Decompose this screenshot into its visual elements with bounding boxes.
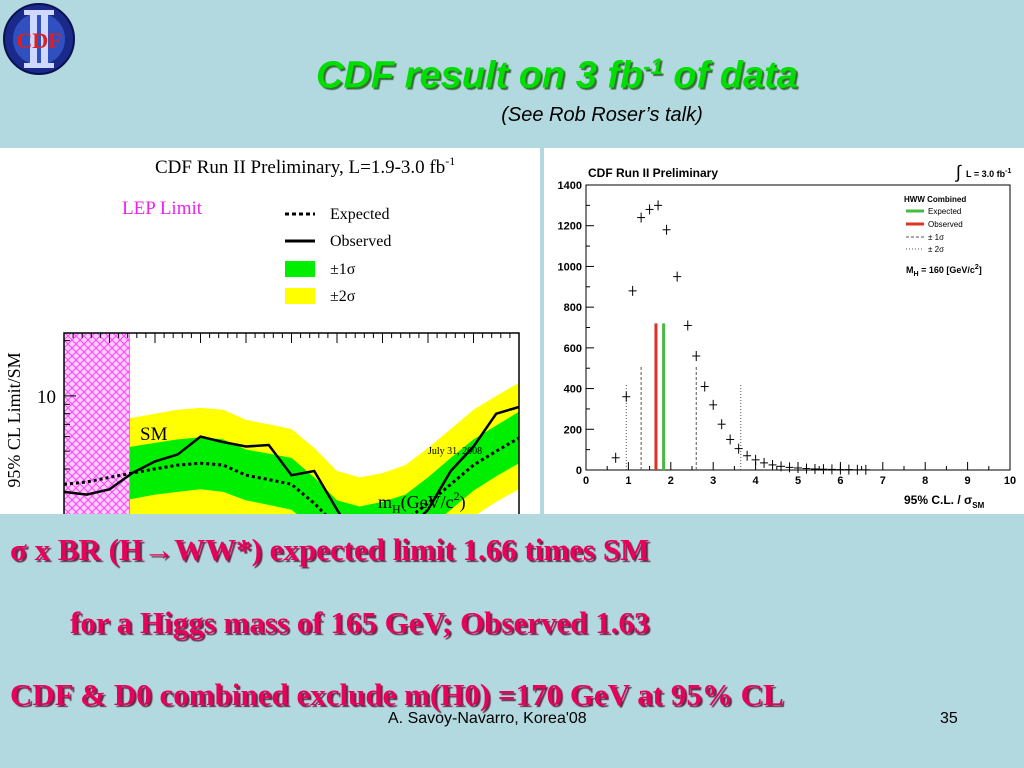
x-tick-label: 4 <box>753 475 760 487</box>
data-point <box>628 285 637 296</box>
data-point <box>654 200 663 211</box>
data-point <box>645 204 654 215</box>
x-tick-label: 2 <box>668 475 674 487</box>
chart2-legend-title: HWW Combined <box>904 195 966 204</box>
data-point <box>760 457 769 468</box>
logo-text: CDF <box>16 28 61 53</box>
data-point <box>734 443 743 454</box>
y-tick-label: 10 <box>37 387 56 408</box>
slide-subtitle: (See Rob Roser’s talk) <box>501 104 703 126</box>
y-tick-label: 600 <box>564 343 582 355</box>
chart1-legend: Expected Observed ±1σ ±2σ <box>285 206 391 305</box>
x-tick-label: 9 <box>965 475 971 487</box>
chart1-xlabel: mH(GeV/c2) <box>378 489 466 514</box>
chart1-sm-label: SM <box>140 424 168 445</box>
limit-chart-panel: 100110120130140150160170180190200110 CDF… <box>0 148 540 633</box>
legend-expected-label: Expected <box>330 206 390 223</box>
chart2-mass-label: MH = 160 [GeV/c2] <box>906 264 982 278</box>
chart2-legend-observed: Observed <box>928 220 963 229</box>
chart2-legend-expected: Expected <box>928 207 961 216</box>
data-point <box>751 454 760 465</box>
data-point <box>802 463 811 474</box>
legend-band1-swatch <box>285 261 315 277</box>
distribution-chart: 0 1 2 3 4 5 6 7 8 9 10 0 200 400 600 800 1000 1200 1400 CD… <box>558 162 1017 510</box>
data-point <box>611 452 620 463</box>
x-tick-label: 8 <box>922 475 928 487</box>
data-point <box>662 224 671 235</box>
data-point <box>785 462 794 473</box>
slide-title: CDF result on 3 fb-1 of data <box>0 54 1024 98</box>
legend-observed-label: Observed <box>330 233 391 250</box>
data-point <box>827 464 836 475</box>
data-point <box>692 351 701 361</box>
legend-band2-swatch <box>285 288 315 304</box>
bullet-combined-exclusion: CDF & D0 combined exclude m(H0) =170 GeV… <box>10 677 784 712</box>
data-point <box>861 464 870 475</box>
y-tick-label: 1200 <box>558 221 582 233</box>
data-point <box>717 419 726 430</box>
data-point <box>777 461 786 472</box>
legend-band2-label: ±2σ <box>330 288 356 305</box>
title-sup: -1 <box>643 54 663 79</box>
footer-author: A. Savoy-Navarro, Korea'08 <box>388 710 587 727</box>
data-point <box>673 271 682 282</box>
y-tick-label: 1000 <box>558 261 582 273</box>
chart1-lep-label: LEP Limit <box>122 198 203 219</box>
limit-chart: 100110120130140150160170180190200110 CDF… <box>4 154 533 633</box>
data-point <box>794 462 802 473</box>
distribution-chart-panel: 0 1 2 3 4 5 6 7 8 9 10 0 200 400 600 800 1000 1200 1400 CD… <box>544 148 1024 514</box>
data-point <box>836 464 845 475</box>
y-tick-label: 200 <box>564 424 582 436</box>
y-tick-label: 800 <box>564 302 582 314</box>
data-point <box>700 381 709 392</box>
chart2-lumi: ∫ L = 3.0 fb-1 <box>954 162 1011 182</box>
y-tick-label: 400 <box>564 384 582 396</box>
series-observed-line <box>63 405 520 546</box>
data-point <box>853 464 862 475</box>
data-point <box>810 463 819 474</box>
data-point <box>743 450 752 461</box>
chart2-lumi-label: L = 3.0 fb-1 <box>966 168 1011 179</box>
cdf-logo-icon: CDF <box>3 3 75 75</box>
title-tail: of data <box>662 54 798 97</box>
chart2-legend: HWW Combined Expected Observed ± 1σ ± 2σ… <box>904 195 982 278</box>
title-main: CDF result on 3 fb <box>316 54 644 97</box>
data-point <box>709 399 718 410</box>
x-tick-label: 7 <box>880 475 886 487</box>
y-tick-label: 1400 <box>558 180 582 192</box>
chart1-ylabel: 95% CL Limit/SM <box>4 352 24 487</box>
data-point <box>819 464 828 475</box>
chart2-title: CDF Run II Preliminary <box>588 166 718 180</box>
x-tick-label: 1 <box>625 475 631 487</box>
x-tick-label: 5 <box>795 475 801 487</box>
bullet-observed: for a Higgs mass of 165 GeV; Observed 1.… <box>70 605 650 640</box>
y-tick-label: 0 <box>576 465 582 477</box>
data-point <box>844 464 853 475</box>
x-tick-label: 6 <box>837 475 843 487</box>
lep-excluded-region <box>64 333 130 608</box>
data-point <box>637 212 646 223</box>
chart1-date: July 31, 2008 <box>428 446 482 457</box>
chart2-legend-s2: ± 2σ <box>928 245 944 254</box>
data-point <box>683 320 692 331</box>
chart2-legend-s1: ± 1σ <box>928 233 944 242</box>
data-point <box>768 459 777 470</box>
chart2-xlabel: 95% C.L. / σSM <box>904 493 985 510</box>
legend-band1-label: ±1σ <box>330 261 356 278</box>
data-point <box>726 434 735 445</box>
chart1-title: CDF Run II Preliminary, L=1.9-3.0 fb-1 <box>155 154 455 178</box>
page-number: 35 <box>940 710 958 727</box>
bullet-expected-limit: σ x BR (H→WW*) expected limit 1.66 times… <box>10 532 650 567</box>
data-point <box>622 391 631 402</box>
x-tick-label: 3 <box>710 475 716 487</box>
x-tick-label: 0 <box>583 475 589 487</box>
x-tick-label: 10 <box>1004 475 1016 487</box>
integral-icon: ∫ <box>954 162 962 182</box>
